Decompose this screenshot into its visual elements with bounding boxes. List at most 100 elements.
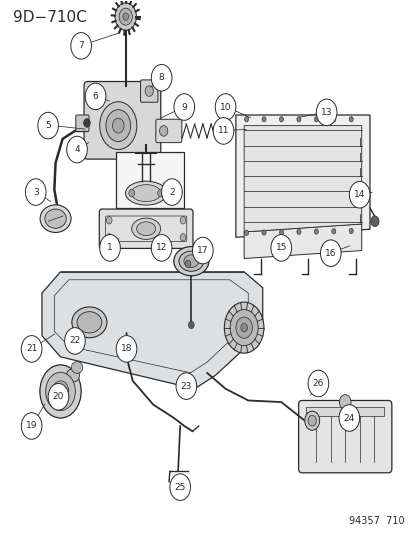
Ellipse shape bbox=[77, 312, 102, 333]
FancyBboxPatch shape bbox=[99, 209, 192, 248]
FancyBboxPatch shape bbox=[140, 80, 157, 102]
Circle shape bbox=[83, 119, 90, 127]
Circle shape bbox=[48, 383, 69, 410]
Text: 19: 19 bbox=[26, 422, 37, 431]
Circle shape bbox=[313, 229, 318, 234]
Circle shape bbox=[240, 324, 247, 332]
Text: 21: 21 bbox=[26, 344, 37, 353]
Circle shape bbox=[188, 321, 194, 329]
Text: 2: 2 bbox=[169, 188, 174, 197]
Text: 3: 3 bbox=[33, 188, 38, 197]
Text: 6: 6 bbox=[93, 92, 98, 101]
Circle shape bbox=[128, 189, 134, 197]
Circle shape bbox=[157, 189, 163, 197]
Circle shape bbox=[85, 83, 106, 110]
Circle shape bbox=[159, 126, 167, 136]
Polygon shape bbox=[42, 272, 262, 389]
Circle shape bbox=[279, 117, 283, 122]
Text: 4: 4 bbox=[74, 145, 80, 154]
Text: 17: 17 bbox=[197, 246, 208, 255]
Circle shape bbox=[45, 372, 75, 410]
Circle shape bbox=[348, 228, 352, 233]
Circle shape bbox=[230, 310, 258, 346]
FancyBboxPatch shape bbox=[298, 400, 391, 473]
Ellipse shape bbox=[131, 184, 161, 201]
Circle shape bbox=[155, 242, 163, 252]
Circle shape bbox=[151, 64, 171, 91]
Circle shape bbox=[307, 370, 328, 397]
Circle shape bbox=[261, 117, 266, 122]
Circle shape bbox=[116, 336, 137, 362]
Circle shape bbox=[106, 110, 131, 142]
Circle shape bbox=[339, 394, 350, 409]
Circle shape bbox=[25, 179, 46, 205]
Circle shape bbox=[370, 216, 378, 227]
Circle shape bbox=[123, 13, 128, 20]
Circle shape bbox=[21, 336, 42, 362]
Text: 18: 18 bbox=[121, 344, 132, 353]
Text: 23: 23 bbox=[180, 382, 192, 391]
Circle shape bbox=[338, 405, 359, 431]
Circle shape bbox=[215, 94, 235, 120]
Circle shape bbox=[185, 260, 190, 268]
Text: 1: 1 bbox=[107, 244, 113, 253]
Ellipse shape bbox=[183, 255, 198, 268]
Polygon shape bbox=[235, 115, 369, 237]
Text: 22: 22 bbox=[69, 336, 81, 345]
Circle shape bbox=[169, 474, 190, 500]
Bar bbox=[305, 407, 384, 416]
Circle shape bbox=[161, 179, 182, 205]
Circle shape bbox=[21, 413, 42, 439]
Circle shape bbox=[279, 230, 283, 235]
Circle shape bbox=[106, 216, 112, 224]
Circle shape bbox=[320, 240, 340, 266]
Text: 5: 5 bbox=[45, 121, 51, 130]
Text: 16: 16 bbox=[324, 249, 336, 258]
Circle shape bbox=[307, 415, 316, 426]
Circle shape bbox=[115, 3, 136, 30]
Bar bbox=[116, 152, 184, 208]
Circle shape bbox=[176, 373, 196, 399]
Ellipse shape bbox=[136, 222, 155, 236]
Circle shape bbox=[261, 230, 266, 235]
Ellipse shape bbox=[45, 209, 66, 228]
Circle shape bbox=[119, 8, 132, 25]
Text: 13: 13 bbox=[320, 108, 332, 117]
Circle shape bbox=[244, 117, 248, 122]
Text: 9D−710C: 9D−710C bbox=[13, 10, 87, 25]
Circle shape bbox=[40, 365, 81, 418]
Circle shape bbox=[348, 117, 352, 122]
Circle shape bbox=[38, 112, 58, 139]
Text: 9: 9 bbox=[181, 102, 187, 111]
Circle shape bbox=[52, 381, 69, 402]
FancyBboxPatch shape bbox=[76, 115, 89, 132]
Circle shape bbox=[331, 117, 335, 122]
Ellipse shape bbox=[131, 218, 160, 239]
Circle shape bbox=[180, 233, 185, 241]
Circle shape bbox=[66, 136, 87, 163]
Circle shape bbox=[296, 117, 300, 122]
Ellipse shape bbox=[71, 362, 83, 373]
Circle shape bbox=[349, 181, 369, 208]
Text: 25: 25 bbox=[174, 482, 185, 491]
Circle shape bbox=[313, 117, 318, 122]
Circle shape bbox=[244, 230, 248, 236]
Circle shape bbox=[112, 118, 124, 133]
Text: 11: 11 bbox=[217, 126, 229, 135]
Polygon shape bbox=[244, 126, 361, 232]
FancyBboxPatch shape bbox=[155, 119, 181, 143]
Text: 20: 20 bbox=[52, 392, 64, 401]
Ellipse shape bbox=[72, 307, 107, 338]
Circle shape bbox=[180, 216, 185, 224]
Text: 12: 12 bbox=[156, 244, 167, 253]
Circle shape bbox=[145, 86, 153, 96]
Polygon shape bbox=[244, 224, 361, 259]
Circle shape bbox=[331, 229, 335, 234]
Text: 14: 14 bbox=[353, 190, 364, 199]
Ellipse shape bbox=[173, 247, 208, 276]
Circle shape bbox=[235, 317, 252, 338]
Circle shape bbox=[296, 229, 300, 235]
Text: 26: 26 bbox=[312, 379, 323, 388]
Circle shape bbox=[173, 94, 194, 120]
Circle shape bbox=[106, 233, 112, 241]
